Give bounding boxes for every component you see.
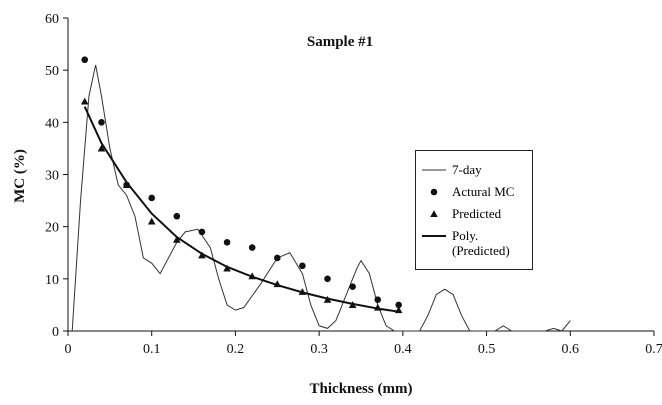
- y-tick-label: 30: [45, 169, 59, 184]
- point: [98, 119, 105, 126]
- legend-label: Poly. (Predicted): [452, 228, 510, 258]
- legend-marker: [430, 210, 438, 218]
- legend: 7-day Actural MC Predicted Poly. (Predicted…: [415, 150, 533, 270]
- x-tick-label: 0.7: [645, 342, 662, 357]
- trend-line: [83, 106, 399, 313]
- legend-label: 7-day: [452, 162, 482, 177]
- point: [148, 194, 156, 202]
- x-tick-label: 0.1: [143, 342, 161, 357]
- point: [299, 262, 306, 270]
- point: [173, 212, 181, 220]
- y-tick-label: 60: [45, 12, 59, 27]
- point: [273, 254, 281, 262]
- legend-symbol: [422, 169, 446, 171]
- chart-title: Sample #1: [307, 34, 373, 50]
- legend-symbol: [430, 188, 438, 196]
- point: [97, 144, 106, 152]
- x-tick-label: 0.6: [562, 342, 580, 357]
- legend-item: Actural MC: [420, 184, 528, 199]
- legend-item: Poly. (Predicted): [420, 228, 528, 258]
- legend-item: Predicted: [420, 206, 528, 221]
- legend-item: 7-day: [420, 162, 528, 177]
- y-tick-label: 10: [45, 273, 59, 288]
- x-tick-label: 0: [65, 342, 72, 357]
- x-tick-label: 0.3: [310, 342, 328, 357]
- point: [248, 244, 256, 251]
- y-tick-label: 0: [52, 325, 59, 340]
- point: [349, 283, 356, 290]
- x-tick-label: 0.5: [478, 342, 496, 357]
- point: [81, 56, 89, 64]
- point: [395, 301, 402, 309]
- legend-symbol: [422, 235, 446, 237]
- y-axis-label: MC (%): [12, 149, 28, 203]
- legend-label: Predicted: [452, 206, 502, 221]
- point: [198, 251, 206, 259]
- legend-symbol: [430, 210, 438, 218]
- point: [80, 97, 89, 105]
- y-tick-label: 50: [45, 64, 59, 79]
- point: [223, 239, 231, 246]
- point: [223, 264, 231, 272]
- point: [374, 296, 382, 304]
- legend-marker: [430, 188, 438, 196]
- x-tick-label: 0.4: [394, 342, 412, 357]
- series-line: [71, 64, 571, 332]
- x-tick-label: 0.2: [227, 342, 245, 357]
- point: [173, 235, 181, 243]
- y-tick-label: 20: [45, 221, 59, 236]
- point: [324, 275, 331, 283]
- legend-label: Actural MC: [452, 184, 515, 199]
- point: [198, 228, 206, 236]
- point: [147, 217, 156, 225]
- x-axis-label: Thickness (mm): [310, 381, 413, 397]
- y-tick-label: 40: [45, 116, 59, 131]
